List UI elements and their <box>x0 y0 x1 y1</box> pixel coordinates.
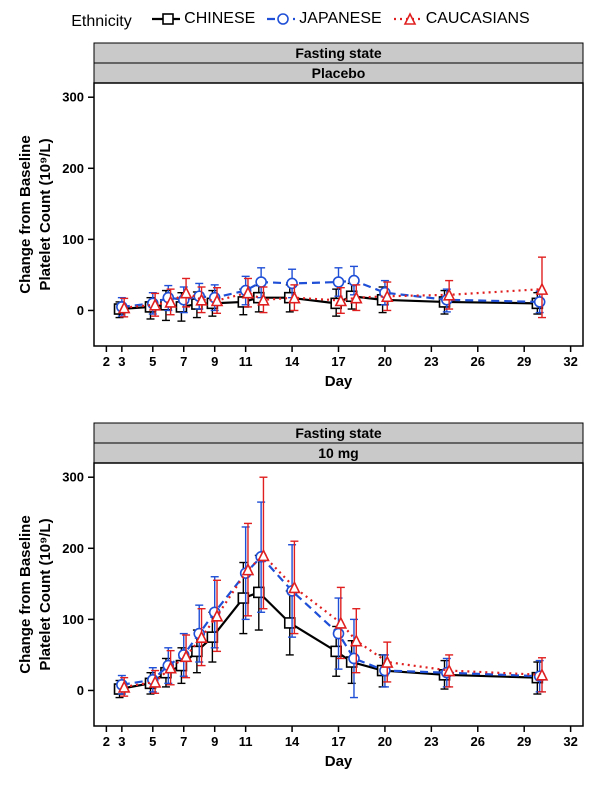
chart-panel-1: Fasting state 10 mg 0 100 200 300 23 5 7 9 11 14 17 2… <box>10 419 597 779</box>
ytick-label: 100 <box>62 612 84 627</box>
xtick-label: 26 <box>471 354 485 369</box>
xtick-label: 7 <box>180 734 187 749</box>
ytick-label: 300 <box>62 470 84 485</box>
xtick-label: 11 <box>239 354 253 369</box>
xtick-label: 32 <box>563 734 577 749</box>
legend: Ethnicity CHINESE JAPANESE CAUCASIANS <box>10 10 597 31</box>
strip-label: 10 mg <box>318 445 358 461</box>
xtick-label: 14 <box>285 354 300 369</box>
xtick-label: 14 <box>285 734 300 749</box>
y-axis-label: Platelet Count (10⁹/L) <box>37 518 54 670</box>
x-axis-label: Day <box>325 373 353 390</box>
legend-item-caucasians: CAUCASIANS <box>394 10 530 28</box>
xtick-label: 23 <box>424 354 438 369</box>
xtick-label: 20 <box>378 354 392 369</box>
xtick-label: 29 <box>517 734 531 749</box>
ytick-label: 200 <box>62 161 84 176</box>
strip-label: Placebo <box>312 65 366 81</box>
xtick-label: 26 <box>471 734 485 749</box>
y-axis-label: Change from Baseline <box>17 135 34 293</box>
xtick-label: 32 <box>563 354 577 369</box>
ytick-label: 0 <box>77 683 84 698</box>
x-axis-label: Day <box>325 753 353 770</box>
xtick-label: 29 <box>517 354 531 369</box>
xtick-label: 23 <box>424 734 438 749</box>
legend-item-chinese: CHINESE <box>152 10 255 28</box>
ytick-label: 100 <box>62 232 84 247</box>
xtick-label: 9 <box>211 734 218 749</box>
legend-text: CAUCASIANS <box>426 10 530 28</box>
xtick-label: 20 <box>378 734 392 749</box>
y-axis-label: Platelet Count (10⁹/L) <box>37 138 54 290</box>
ytick-label: 0 <box>77 303 84 318</box>
xtick-label: 11 <box>239 734 253 749</box>
xtick-label: 5 <box>149 734 156 749</box>
legend-text: CHINESE <box>184 10 255 28</box>
xtick-label: 5 <box>149 354 156 369</box>
strip-label: Fasting state <box>295 425 382 441</box>
chart-panel-0: Fasting state Placebo 0 100 200 300 23 5 7 9 11 14 1… <box>10 39 597 399</box>
xtick-label: 17 <box>331 354 345 369</box>
legend-title: Ethnicity <box>71 13 131 30</box>
xtick-label: 3 <box>118 354 125 369</box>
xtick-label: 2 <box>103 354 110 369</box>
ytick-label: 300 <box>62 90 84 105</box>
xtick-label: 3 <box>118 734 125 749</box>
xtick-label: 7 <box>180 354 187 369</box>
strip-label: Fasting state <box>295 45 382 61</box>
chart-svg: Fasting state 10 mg 0 100 200 300 23 5 7 9 11 14 17 2… <box>10 419 597 774</box>
legend-item-japanese: JAPANESE <box>267 10 381 28</box>
y-axis-label: Change from Baseline <box>17 515 34 673</box>
xtick-label: 17 <box>331 734 345 749</box>
xtick-label: 9 <box>211 354 218 369</box>
chart-svg: Fasting state Placebo 0 100 200 300 23 5 7 9 11 14 1… <box>10 39 597 394</box>
legend-text: JAPANESE <box>299 10 381 28</box>
xtick-label: 2 <box>103 734 110 749</box>
ytick-label: 200 <box>62 541 84 556</box>
